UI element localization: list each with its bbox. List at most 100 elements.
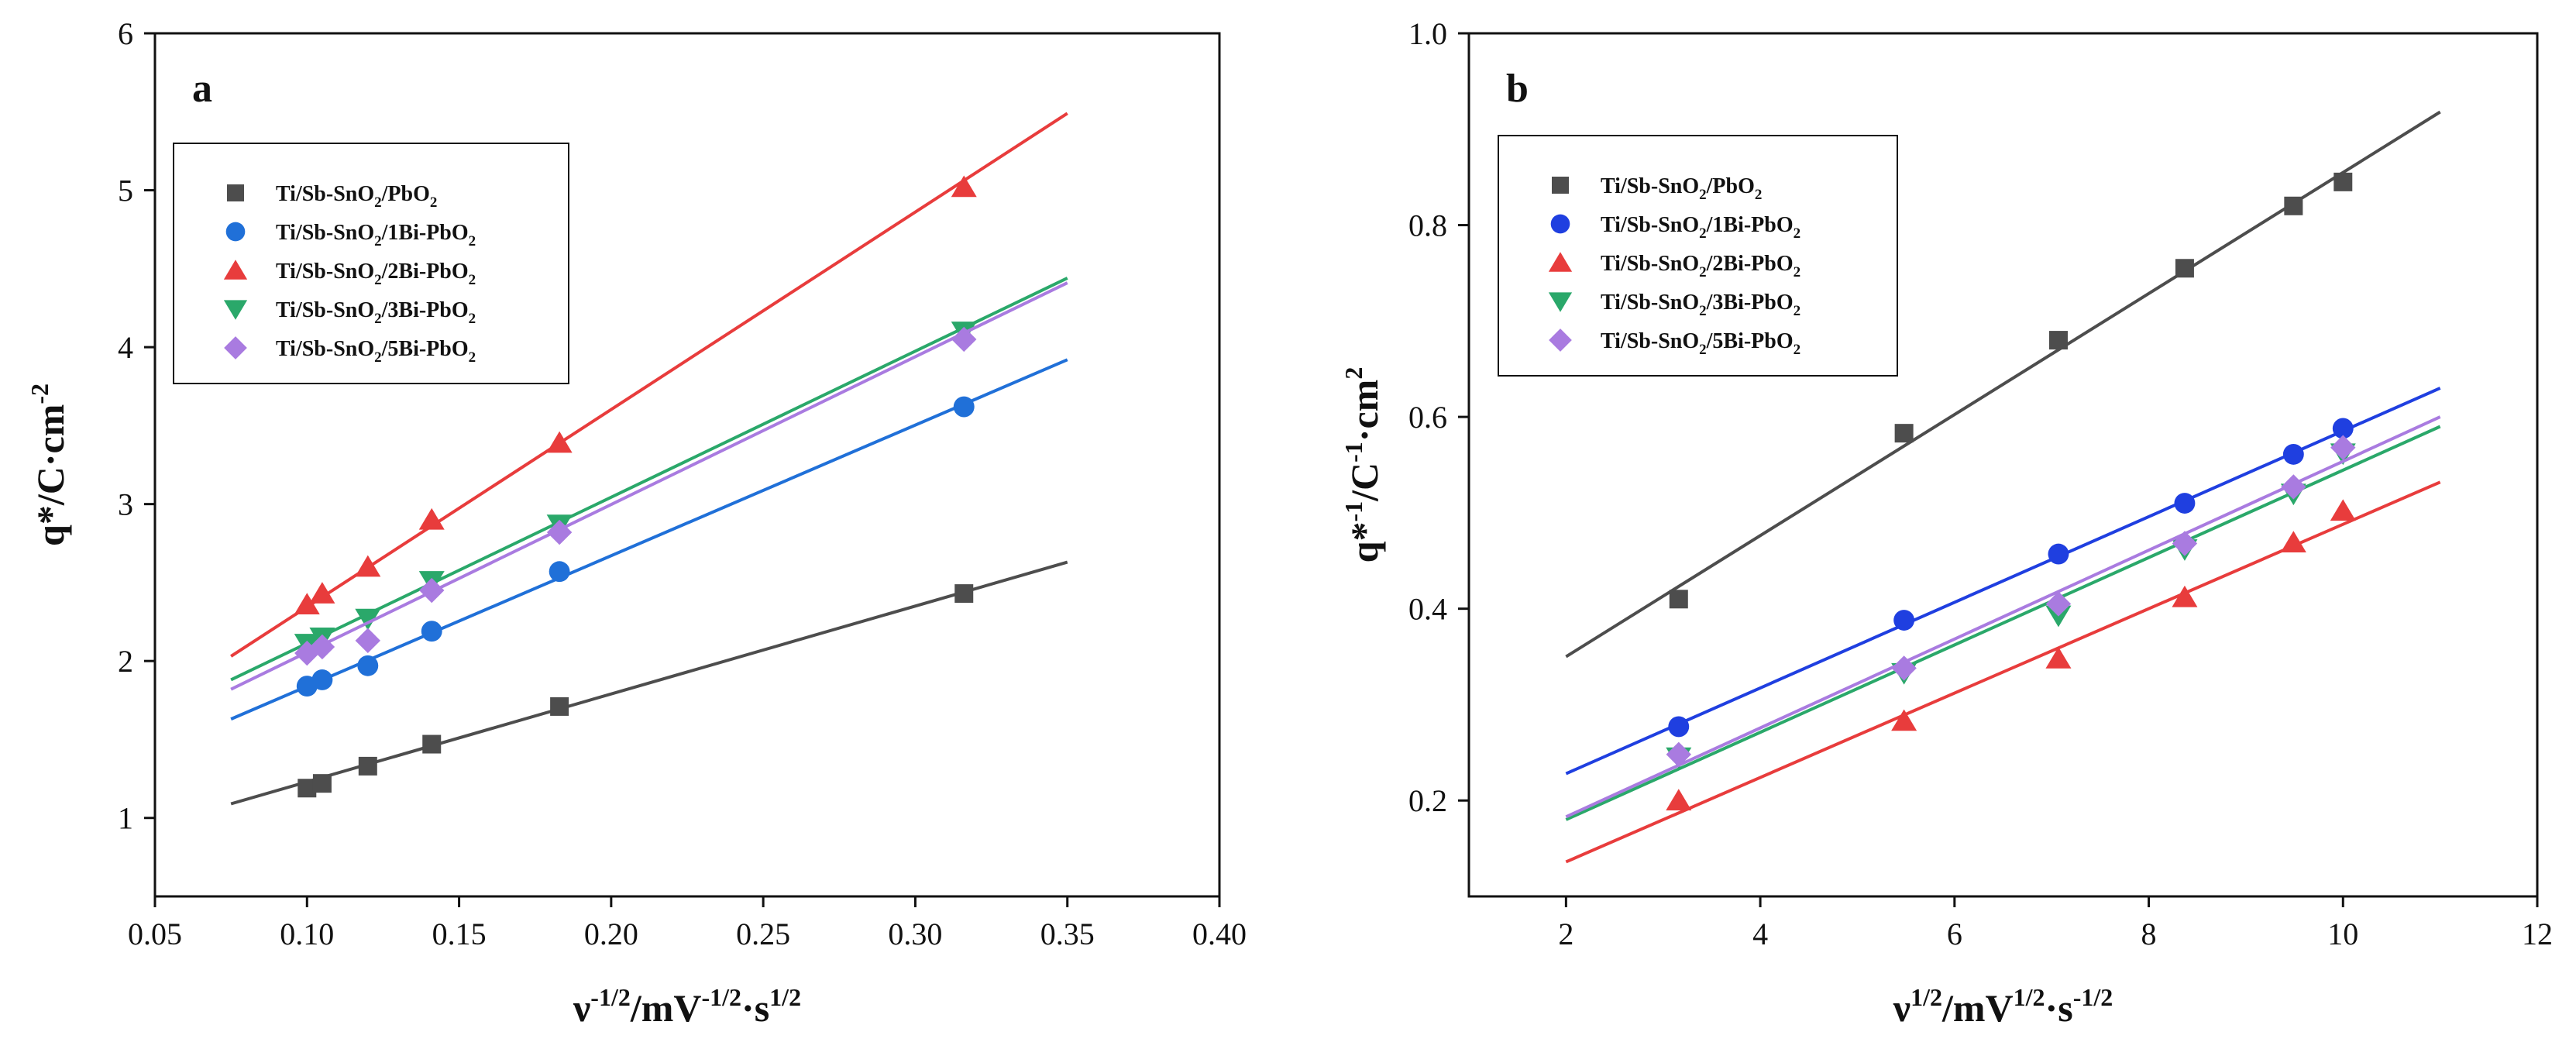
data-point — [953, 396, 975, 418]
legend: Ti/Sb-SnO2/PbO2 Ti/Sb-SnO2/1Bi-PbO2 Ti/Sb-… — [173, 143, 569, 384]
x-tick-label: 4 — [1752, 917, 1768, 951]
data-point — [358, 756, 377, 776]
series-5 — [230, 281, 1068, 691]
data-point — [2334, 172, 2353, 191]
x-axis-title: ν-1/2/mV-1/2·s1/2 — [573, 983, 801, 1030]
series-1 — [1565, 110, 2441, 659]
y-axis-title: q*-1/C-1·cm2 — [1340, 367, 1386, 563]
y-tick-label: 0.2 — [1408, 783, 1447, 818]
series-2 — [230, 358, 1068, 721]
x-tick-label: 8 — [2141, 917, 2157, 951]
legend-label: Ti/Sb-SnO2/1Bi-PbO2 — [276, 221, 476, 249]
data-point — [2281, 474, 2306, 500]
data-point — [309, 634, 335, 660]
x-tick-label: 10 — [2327, 917, 2358, 951]
y-axis-title: q*/C·cm-2 — [26, 384, 72, 546]
y-tick-label: 3 — [118, 487, 133, 522]
x-tick-label: 0.30 — [888, 917, 942, 951]
data-point — [421, 621, 442, 642]
legend-marker — [1550, 214, 1570, 234]
data-point — [1666, 741, 1691, 768]
data-point — [2332, 418, 2354, 439]
y-tick-label: 0.4 — [1408, 592, 1447, 627]
legend-marker — [227, 184, 244, 201]
legend-label: Ti/Sb-SnO2/5Bi-PbO2 — [276, 337, 476, 366]
fit-line — [1565, 387, 2441, 776]
x-tick-label: 0.40 — [1192, 917, 1247, 951]
series-3 — [230, 112, 1068, 658]
data-point — [2284, 196, 2303, 215]
data-point — [2282, 443, 2304, 465]
data-point — [2045, 591, 2072, 617]
legend-label: Ti/Sb-SnO2/1Bi-PbO2 — [1601, 213, 1800, 242]
fit-line — [1565, 425, 2441, 821]
legend-marker — [223, 260, 248, 280]
x-tick-label: 0.10 — [280, 917, 334, 951]
legend-marker — [225, 222, 246, 242]
data-point — [2175, 259, 2194, 278]
data-point — [309, 582, 335, 604]
series-4 — [1565, 425, 2441, 821]
y-tick-label: 1 — [118, 801, 133, 836]
legend-marker — [1552, 177, 1569, 194]
data-point — [422, 734, 442, 754]
legend: Ti/Sb-SnO2/PbO2 Ti/Sb-SnO2/1Bi-PbO2 Ti/Sb-… — [1498, 135, 1898, 377]
panel-b: 2 4 6 8 10 12 0.2 0.4 0.6 0.8 1.0 b ν1/2/mV1/2·s-1/2… — [1340, 16, 2553, 1030]
data-point — [1666, 789, 1692, 810]
legend-label: Ti/Sb-SnO2/PbO2 — [276, 182, 437, 211]
data-point — [546, 519, 573, 545]
x-axis-title: ν1/2/mV1/2·s-1/2 — [1893, 983, 2113, 1030]
data-point — [951, 326, 977, 353]
data-point — [355, 555, 381, 577]
data-point — [1891, 655, 1917, 681]
data-point — [2172, 531, 2198, 556]
y-tick-label: 1.0 — [1408, 16, 1447, 51]
panel-label: a — [192, 67, 212, 111]
data-point — [951, 175, 977, 198]
x-tick-label: 6 — [1947, 917, 1962, 951]
data-point — [355, 628, 380, 654]
legend-label: Ti/Sb-SnO2/PbO2 — [1601, 174, 1762, 203]
data-point — [311, 669, 333, 690]
plot-frame — [153, 32, 1221, 898]
legend-label: Ti/Sb-SnO2/2Bi-PbO2 — [276, 260, 476, 288]
panel-a: 0.05 0.10 0.15 0.20 0.25 0.30 0.35 0.40 1 2 3 4 5 6 a ν… — [26, 16, 1247, 1030]
series-5 — [1565, 415, 2441, 819]
x-tick-label: 0.20 — [584, 917, 638, 951]
legend-label: Ti/Sb-SnO2/5Bi-PbO2 — [1601, 329, 1800, 358]
fit-line — [1565, 415, 2441, 819]
y-tick-label: 4 — [118, 330, 133, 365]
data-point — [1891, 709, 1917, 731]
legend-marker — [223, 300, 248, 320]
fit-line — [1565, 480, 2441, 864]
x-tick-label: 0.15 — [432, 917, 487, 951]
y-tick-label: 2 — [118, 644, 133, 679]
data-point — [2330, 435, 2356, 460]
data-point — [549, 561, 570, 583]
legend-label: Ti/Sb-SnO2/2Bi-PbO2 — [1601, 252, 1800, 280]
data-point — [2045, 647, 2072, 669]
legend-marker — [1549, 328, 1572, 352]
fit-line — [230, 358, 1068, 721]
x-tick-label: 0.35 — [1040, 917, 1095, 951]
data-point — [550, 697, 569, 716]
panel-label: b — [1506, 67, 1529, 111]
legend-label: Ti/Sb-SnO2/3Bi-PbO2 — [276, 298, 476, 327]
data-point — [1894, 424, 1914, 443]
data-point — [312, 774, 332, 793]
y-tick-label: 6 — [118, 16, 133, 51]
data-point — [1893, 610, 1915, 631]
fit-line — [230, 281, 1068, 691]
data-point — [355, 608, 381, 631]
legend-marker — [1548, 252, 1573, 272]
series-1 — [230, 560, 1068, 806]
data-point — [294, 593, 320, 615]
legend-marker — [1548, 292, 1573, 312]
data-point — [2048, 543, 2069, 565]
series-2 — [1565, 387, 2441, 776]
x-tick-label: 0.25 — [736, 917, 790, 951]
data-point — [2172, 585, 2198, 607]
y-tick-label: 5 — [118, 174, 133, 208]
fit-line — [230, 560, 1068, 806]
